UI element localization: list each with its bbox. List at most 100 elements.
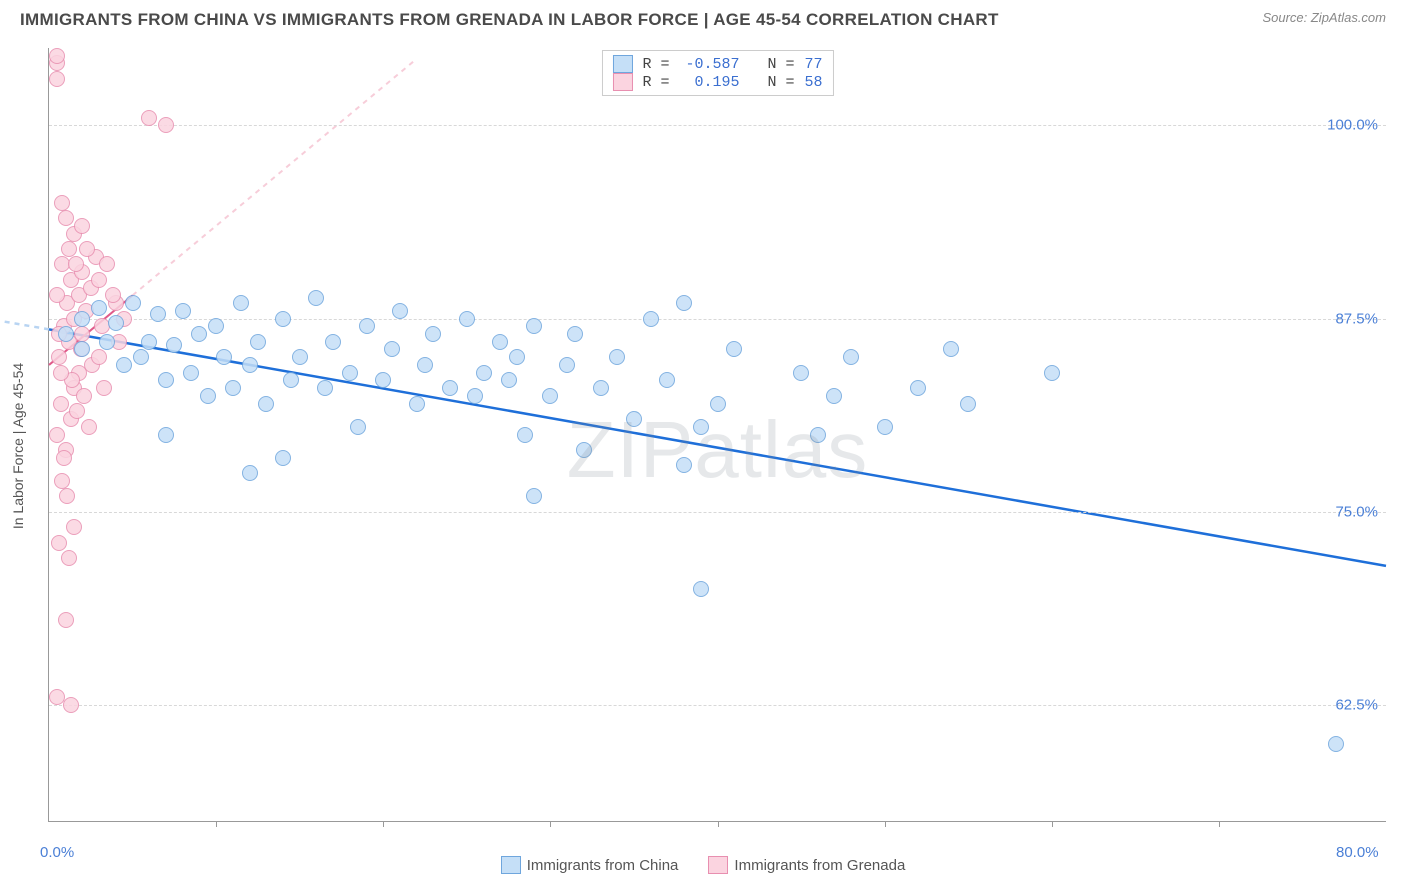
scatter-point-china bbox=[233, 295, 249, 311]
scatter-point-china bbox=[810, 427, 826, 443]
scatter-point-china bbox=[216, 349, 232, 365]
source-name: ZipAtlas.com bbox=[1311, 10, 1386, 25]
scatter-point-china bbox=[676, 457, 692, 473]
source-prefix: Source: bbox=[1262, 10, 1310, 25]
scatter-point-china bbox=[501, 372, 517, 388]
scatter-point-china bbox=[158, 372, 174, 388]
legend-n-value: 58 bbox=[805, 74, 823, 91]
legend-n-label: N = bbox=[749, 56, 794, 73]
scatter-point-china bbox=[125, 295, 141, 311]
scatter-point-china bbox=[492, 334, 508, 350]
y-axis-title: In Labor Force | Age 45-54 bbox=[10, 363, 26, 529]
scatter-point-china bbox=[350, 419, 366, 435]
scatter-point-grenada bbox=[91, 272, 107, 288]
x-tick bbox=[383, 821, 384, 827]
bottom-legend-item-grenada: Immigrants from Grenada bbox=[708, 856, 905, 874]
legend-swatch bbox=[501, 856, 521, 874]
scatter-point-china bbox=[659, 372, 675, 388]
bottom-legend-item-china: Immigrants from China bbox=[501, 856, 679, 874]
scatter-point-grenada bbox=[158, 117, 174, 133]
scatter-point-china bbox=[99, 334, 115, 350]
scatter-point-china bbox=[258, 396, 274, 412]
scatter-point-grenada bbox=[61, 241, 77, 257]
scatter-point-grenada bbox=[58, 612, 74, 628]
scatter-point-china bbox=[609, 349, 625, 365]
y-gridline bbox=[49, 512, 1386, 513]
y-tick-label: 100.0% bbox=[1327, 117, 1378, 134]
scatter-point-china bbox=[409, 396, 425, 412]
scatter-point-china bbox=[943, 341, 959, 357]
scatter-point-grenada bbox=[105, 287, 121, 303]
scatter-point-china bbox=[559, 357, 575, 373]
scatter-point-china bbox=[693, 419, 709, 435]
scatter-point-china bbox=[74, 311, 90, 327]
legend-row-grenada: R = 0.195 N = 58 bbox=[612, 73, 822, 91]
scatter-point-grenada bbox=[49, 71, 65, 87]
scatter-point-china bbox=[442, 380, 458, 396]
y-gridline bbox=[49, 705, 1386, 706]
scatter-point-china bbox=[793, 365, 809, 381]
y-gridline bbox=[49, 319, 1386, 320]
scatter-point-china bbox=[225, 380, 241, 396]
scatter-point-china bbox=[517, 427, 533, 443]
scatter-point-grenada bbox=[79, 241, 95, 257]
scatter-point-grenada bbox=[49, 427, 65, 443]
scatter-point-china bbox=[133, 349, 149, 365]
scatter-point-grenada bbox=[141, 110, 157, 126]
scatter-point-grenada bbox=[66, 519, 82, 535]
scatter-point-china bbox=[342, 365, 358, 381]
scatter-point-china bbox=[1044, 365, 1060, 381]
x-tick bbox=[550, 821, 551, 827]
scatter-point-grenada bbox=[91, 349, 107, 365]
scatter-point-china bbox=[643, 311, 659, 327]
series-legend: Immigrants from China Immigrants from Gre… bbox=[0, 856, 1406, 874]
scatter-point-china bbox=[325, 334, 341, 350]
scatter-point-china bbox=[359, 318, 375, 334]
scatter-point-grenada bbox=[51, 535, 67, 551]
scatter-point-grenada bbox=[56, 450, 72, 466]
scatter-point-grenada bbox=[51, 349, 67, 365]
scatter-point-china bbox=[283, 372, 299, 388]
legend-r-value: 0.195 bbox=[679, 74, 739, 91]
scatter-point-china bbox=[175, 303, 191, 319]
scatter-point-china bbox=[141, 334, 157, 350]
scatter-point-china bbox=[960, 396, 976, 412]
scatter-point-china bbox=[626, 411, 642, 427]
scatter-point-china bbox=[526, 318, 542, 334]
scatter-point-china bbox=[567, 326, 583, 342]
scatter-point-china bbox=[250, 334, 266, 350]
y-tick-label: 87.5% bbox=[1335, 310, 1378, 327]
scatter-point-china bbox=[542, 388, 558, 404]
legend-r-label: R = bbox=[642, 74, 669, 91]
scatter-point-china bbox=[910, 380, 926, 396]
correlation-legend: R =-0.587 N =77R = 0.195 N = 58 bbox=[601, 50, 833, 96]
x-tick bbox=[1219, 821, 1220, 827]
scatter-point-grenada bbox=[61, 550, 77, 566]
chart-header: IMMIGRANTS FROM CHINA VS IMMIGRANTS FROM… bbox=[0, 0, 1406, 34]
scatter-point-china bbox=[877, 419, 893, 435]
legend-row-china: R =-0.587 N =77 bbox=[612, 55, 822, 73]
y-tick-label: 62.5% bbox=[1335, 697, 1378, 714]
scatter-point-grenada bbox=[53, 365, 69, 381]
scatter-point-china bbox=[292, 349, 308, 365]
scatter-point-grenada bbox=[49, 48, 65, 64]
legend-swatch bbox=[708, 856, 728, 874]
scatter-point-grenada bbox=[53, 396, 69, 412]
scatter-point-grenada bbox=[49, 689, 65, 705]
scatter-point-china bbox=[166, 337, 182, 353]
bottom-legend-label: Immigrants from Grenada bbox=[734, 857, 905, 874]
scatter-point-china bbox=[183, 365, 199, 381]
scatter-point-china bbox=[91, 300, 107, 316]
scatter-point-china bbox=[158, 427, 174, 443]
legend-n-label: N = bbox=[749, 74, 794, 91]
scatter-point-china bbox=[200, 388, 216, 404]
legend-swatch bbox=[612, 73, 632, 91]
scatter-point-grenada bbox=[74, 326, 90, 342]
x-tick bbox=[885, 821, 886, 827]
bottom-legend-label: Immigrants from China bbox=[527, 857, 679, 874]
x-tick bbox=[1052, 821, 1053, 827]
legend-swatch bbox=[612, 55, 632, 73]
scatter-point-grenada bbox=[76, 388, 92, 404]
scatter-point-grenada bbox=[68, 256, 84, 272]
scatter-plot-area: R =-0.587 N =77R =0.195 N =58 ZIPatlas 6… bbox=[48, 48, 1386, 822]
